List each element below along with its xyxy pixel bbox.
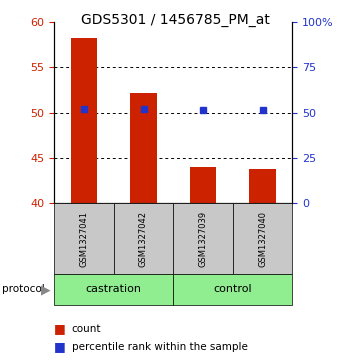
Text: GDS5301 / 1456785_PM_at: GDS5301 / 1456785_PM_at bbox=[80, 13, 270, 27]
Bar bbox=[190, 167, 216, 203]
Text: ▶: ▶ bbox=[41, 283, 50, 296]
Bar bbox=[71, 38, 97, 203]
Text: GSM1327040: GSM1327040 bbox=[258, 211, 267, 267]
Text: count: count bbox=[72, 323, 101, 334]
Text: ■: ■ bbox=[54, 322, 66, 335]
Text: control: control bbox=[214, 285, 252, 294]
Bar bbox=[249, 169, 276, 203]
Text: protocol: protocol bbox=[2, 285, 44, 294]
Text: percentile rank within the sample: percentile rank within the sample bbox=[72, 342, 248, 352]
Text: GSM1327042: GSM1327042 bbox=[139, 211, 148, 267]
Bar bbox=[130, 93, 157, 203]
Text: GSM1327041: GSM1327041 bbox=[79, 211, 89, 267]
Text: castration: castration bbox=[86, 285, 142, 294]
Text: ■: ■ bbox=[54, 340, 66, 353]
Text: GSM1327039: GSM1327039 bbox=[198, 211, 208, 267]
